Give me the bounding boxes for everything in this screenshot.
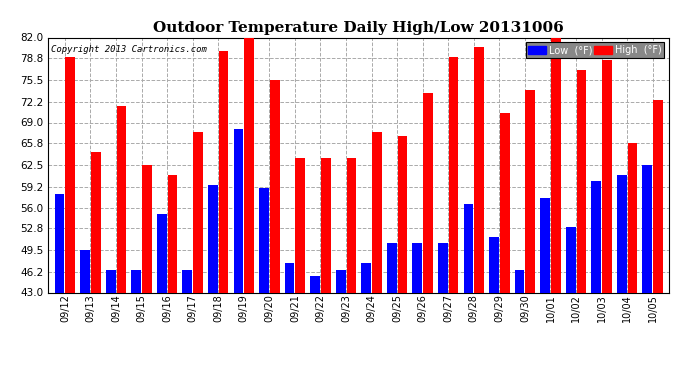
Bar — [602, 60, 612, 292]
Bar — [168, 175, 177, 292]
Bar — [285, 263, 295, 292]
Bar — [413, 243, 422, 292]
Bar — [372, 132, 382, 292]
Bar — [566, 227, 575, 292]
Bar — [346, 159, 356, 292]
Bar — [474, 47, 484, 292]
Bar — [540, 198, 550, 292]
Bar — [438, 243, 448, 292]
Bar — [591, 182, 601, 292]
Bar — [617, 175, 627, 292]
Bar — [387, 243, 397, 292]
Bar — [397, 136, 407, 292]
Bar — [321, 159, 331, 292]
Bar — [234, 129, 244, 292]
Bar — [106, 270, 115, 292]
Bar — [642, 165, 652, 292]
Bar — [525, 90, 535, 292]
Bar — [551, 38, 561, 292]
Bar — [270, 80, 279, 292]
Bar — [628, 143, 638, 292]
Bar — [362, 263, 371, 292]
Bar — [66, 57, 75, 292]
Bar — [653, 100, 663, 292]
Bar — [423, 93, 433, 292]
Bar — [91, 152, 101, 292]
Bar — [515, 270, 524, 292]
Bar — [310, 276, 320, 292]
Bar — [142, 165, 152, 292]
Bar — [500, 113, 510, 292]
Bar — [80, 250, 90, 292]
Legend: Low  (°F), High  (°F): Low (°F), High (°F) — [526, 42, 664, 58]
Text: Copyright 2013 Cartronics.com: Copyright 2013 Cartronics.com — [51, 45, 207, 54]
Bar — [259, 188, 269, 292]
Bar — [336, 270, 346, 292]
Bar — [55, 194, 64, 292]
Bar — [244, 34, 254, 292]
Bar — [295, 159, 305, 292]
Title: Outdoor Temperature Daily High/Low 20131006: Outdoor Temperature Daily High/Low 20131… — [153, 21, 564, 35]
Bar — [193, 132, 203, 292]
Bar — [117, 106, 126, 292]
Bar — [182, 270, 193, 292]
Bar — [448, 57, 458, 292]
Bar — [208, 184, 218, 292]
Bar — [131, 270, 141, 292]
Bar — [489, 237, 499, 292]
Bar — [157, 214, 166, 292]
Bar — [219, 51, 228, 292]
Bar — [577, 70, 586, 292]
Bar — [464, 204, 473, 292]
